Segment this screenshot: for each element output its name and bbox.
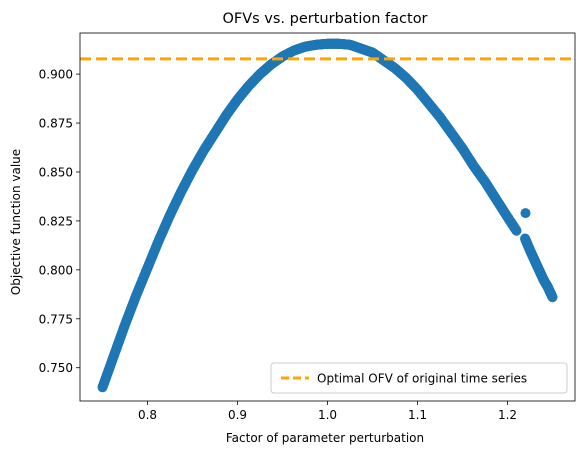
scatter-point <box>547 292 558 303</box>
legend-label: Optimal OFV of original time series <box>317 372 527 386</box>
x-axis-title: Factor of parameter perturbation <box>226 431 424 445</box>
scatter-points <box>97 38 558 393</box>
y-tick-label: 0.825 <box>39 214 73 228</box>
y-tick-label: 0.750 <box>39 361 73 375</box>
chart-title: OFVs vs. perturbation factor <box>222 11 427 27</box>
x-tick-label: 0.9 <box>228 408 247 422</box>
legend: Optimal OFV of original time series <box>270 362 568 394</box>
x-tick-label: 1.2 <box>498 408 517 422</box>
axes-frame <box>79 32 576 402</box>
x-tick-label: 0.8 <box>138 408 157 422</box>
y-tick-label: 0.875 <box>39 117 73 131</box>
y-tick-label: 0.800 <box>39 263 73 277</box>
legend-box <box>270 362 568 394</box>
y-tick-label: 0.775 <box>39 312 73 326</box>
x-axis: 0.8 0.9 1.0 1.1 1.2 <box>138 401 517 422</box>
y-tick-label: 0.850 <box>39 165 73 179</box>
scatter-point <box>520 208 531 219</box>
x-tick-label: 1.1 <box>408 408 427 422</box>
x-tick-label: 1.0 <box>318 408 337 422</box>
y-tick-label: 0.900 <box>39 68 73 82</box>
y-axis: 0.750 0.775 0.800 0.825 0.850 0.875 0.900 <box>39 68 80 375</box>
y-axis-title: Objective function value <box>9 149 23 295</box>
scatter-point <box>511 225 522 236</box>
plot-area <box>80 38 575 393</box>
